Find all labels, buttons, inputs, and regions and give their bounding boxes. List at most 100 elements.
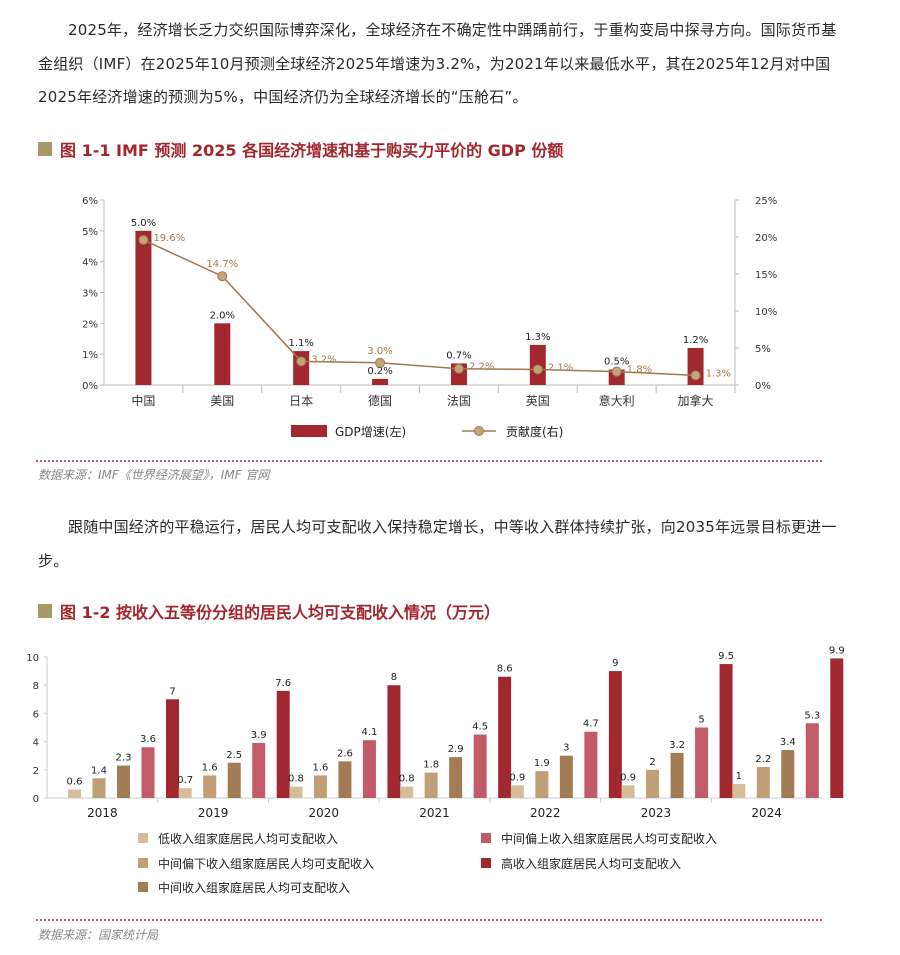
gdp-growth-label: 1.2% [683,335,708,346]
income-bar [732,783,746,798]
income-bar [473,734,487,798]
gdp-growth-label: 0.2% [367,366,392,377]
income-bar [756,766,770,798]
income-value-label: 4.1 [361,727,377,738]
income-value-label: 0.9 [620,772,636,783]
income-bar [117,765,130,798]
income-bar [424,772,438,798]
figure-2-title-text: 图 1-2 按收入五等份分组的居民人均可支配收入情况（万元） [60,603,501,622]
contribution-point [138,234,149,245]
income-value-label: 8 [391,672,397,683]
income-bar [387,685,401,798]
income-value-label: 2.9 [448,744,464,755]
figure-1-title: 图 1-1 IMF 预测 2025 各国经济增速和基于购买力平价的 GDP 份额 [38,137,563,161]
gdp-growth-label: 1.1% [288,338,313,349]
income-bar [608,671,622,798]
income-value-label: 3.6 [140,734,156,745]
gdp-growth-bar [372,378,389,385]
income-bar [805,723,819,798]
category-label: 中国 [131,393,155,408]
category-label: 意大利 [599,393,635,408]
income-bar [178,788,192,798]
income-bar [559,755,573,798]
y-tick-label: 0 [33,794,39,805]
contribution-label: 1.8% [627,365,652,376]
income-value-label: 0.6 [67,777,83,788]
income-value-label: 0.8 [399,774,415,785]
legend-label: 中间收入组家庭居民人均可支配收入 [158,880,350,895]
legend-bar-swatch [291,425,327,437]
income-value-label: 0.7 [177,775,193,786]
income-bar [498,676,512,798]
category-label: 德国 [368,393,392,408]
category-label: 英国 [526,394,550,408]
legend-line-marker [474,426,484,436]
gdp-growth-label: 0.7% [446,350,471,361]
income-value-label: 0.9 [509,772,525,783]
year-label: 2024 [751,806,782,820]
income-value-label: 7.6 [275,678,291,689]
contribution-point [611,366,622,377]
income-value-label: 8.6 [497,664,513,675]
income-bar [695,727,709,798]
income-bar [830,658,844,798]
contribution-label: 3.0% [367,346,392,357]
legend-swatch [481,833,491,843]
legend-swatch [138,833,148,843]
y-tick-label: 10 [26,653,39,664]
right-tick-label: 0% [755,381,771,392]
title-square-icon [38,142,52,156]
income-value-label: 2.2 [755,754,771,765]
income-bar [166,699,179,798]
gdp-growth-bar [214,323,231,385]
right-tick-label: 10% [755,307,777,318]
y-tick-label: 4 [33,738,39,749]
income-bar [719,664,733,798]
income-bar [646,769,660,798]
divider [36,460,822,462]
income-value-label: 1.6 [312,762,328,773]
income-bar [289,786,303,798]
category-label: 法国 [447,394,471,408]
income-bar [276,690,290,798]
income-bar [621,785,635,798]
contribution-label: 1.3% [706,368,731,379]
left-tick-label: 3% [82,289,98,300]
gdp-growth-label: 1.3% [525,332,550,343]
gdp-growth-label: 5.0% [131,218,156,229]
income-value-label: 2.3 [116,753,132,764]
legend-gdp-label: GDP增速(左) [335,424,406,439]
right-tick-label: 5% [755,344,771,355]
income-value-label: 5 [698,715,704,726]
legend-label: 低收入组家庭居民人均可支配收入 [158,831,338,846]
legend-swatch [138,858,148,868]
category-label: 美国 [210,394,234,408]
contribution-point [690,370,701,381]
gdp-growth-label: 0.5% [604,357,629,368]
y-tick-label: 2 [33,766,39,777]
income-value-label: 2.5 [226,750,242,761]
income-value-label: 3 [563,743,569,754]
gdp-growth-label: 2.0% [210,310,235,321]
left-tick-label: 4% [82,258,98,269]
year-label: 2019 [198,806,229,820]
year-label: 2021 [419,806,450,820]
right-tick-label: 15% [755,270,777,281]
left-tick-label: 0% [82,381,98,392]
gdp-growth-bar [135,230,152,385]
income-bar [92,778,106,798]
contribution-label: 2.1% [548,362,573,373]
year-label: 2023 [641,806,672,820]
right-tick-label: 25% [755,196,777,207]
contribution-label: 2.2% [469,362,494,373]
income-bar [400,786,414,798]
income-value-label: 4.5 [472,722,488,733]
legend-label: 中间偏下收入组家庭居民人均可支配收入 [158,856,374,871]
contribution-point [217,271,228,282]
legend-swatch [481,858,491,868]
year-label: 2018 [87,806,118,820]
income-bar [510,785,524,798]
left-tick-label: 2% [82,319,98,330]
income-value-label: 9 [612,658,618,669]
